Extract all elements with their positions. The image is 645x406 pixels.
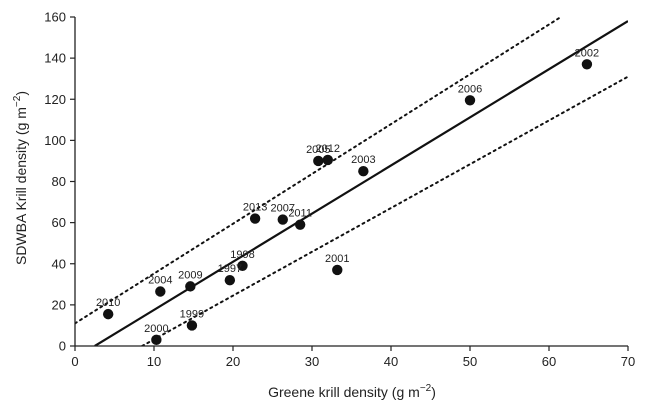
data-point-label: 2001 (325, 253, 349, 265)
regression-line (94, 20, 628, 346)
data-point-label: 2009 (178, 269, 202, 281)
y-tick-label: 60 (52, 215, 66, 230)
data-point (294, 219, 306, 230)
regression-lines (94, 20, 628, 346)
data-point (313, 155, 324, 167)
data-point (151, 334, 162, 346)
confidence-lines (75, 17, 628, 346)
data-point (581, 59, 593, 70)
x-tick-label: 60 (542, 354, 556, 369)
data-point (464, 95, 476, 106)
data-point-label: 2010 (96, 297, 120, 309)
x-tick-label: 10 (147, 354, 161, 369)
y-tick-label: 80 (52, 174, 66, 189)
x-tick-label: 70 (621, 354, 635, 369)
data-point (249, 213, 261, 224)
data-point (277, 214, 288, 225)
data-point-label: 1997 (218, 263, 242, 275)
data-point-label: 2002 (575, 47, 599, 59)
y-axis-label: SDWBA Krill density (g m−2) (12, 91, 29, 265)
y-tick-label: 0 (59, 339, 66, 354)
data-point-label: 2012 (316, 143, 340, 155)
x-axis-label: Greene krill density (g m−2) (268, 383, 436, 400)
data-point (358, 166, 369, 177)
data-point-label: 2013 (243, 202, 267, 214)
data-point-labels: 2010 2000 2004 2009 1999 1997 1998 2013 20072011… (96, 47, 599, 335)
x-tick-label: 0 (71, 354, 78, 369)
x-tick-label: 50 (463, 354, 477, 369)
x-tick-label: 20 (226, 354, 240, 369)
data-point-label: 2011 (288, 208, 312, 220)
upper-bound-line (75, 17, 562, 325)
data-point (155, 286, 166, 297)
data-point-label: 2003 (351, 154, 375, 166)
x-axis-ticks: 0 10 20 30 40 50 60 70 (71, 346, 635, 369)
data-point-label: 2007 (271, 203, 295, 215)
data-point-label: 1999 (180, 308, 204, 320)
data-point (186, 320, 198, 331)
data-point-label: 2005 (306, 144, 330, 156)
data-point-label: 2004 (148, 275, 172, 287)
y-tick-label: 140 (44, 51, 66, 66)
data-point-label: 2006 (458, 83, 482, 95)
y-tick-label: 120 (44, 92, 66, 107)
data-point-label: 1998 (230, 249, 254, 261)
y-tick-label: 20 (52, 297, 66, 312)
data-point (322, 154, 333, 166)
axes (74, 17, 628, 347)
x-tick-label: 30 (305, 354, 319, 369)
data-point (102, 308, 114, 320)
x-tick-label: 40 (384, 354, 398, 369)
y-tick-label: 40 (52, 256, 66, 271)
y-axis-ticks: 0 20 40 60 80 100 120 140 160 (44, 10, 75, 354)
data-point (224, 275, 236, 286)
data-point (332, 264, 343, 276)
y-tick-label: 100 (44, 133, 66, 148)
y-tick-label: 160 (44, 10, 66, 25)
data-point (185, 281, 196, 292)
data-points (102, 59, 593, 346)
data-point-label: 2000 (144, 323, 168, 335)
lower-bound-line (141, 75, 628, 346)
data-point (237, 260, 248, 272)
